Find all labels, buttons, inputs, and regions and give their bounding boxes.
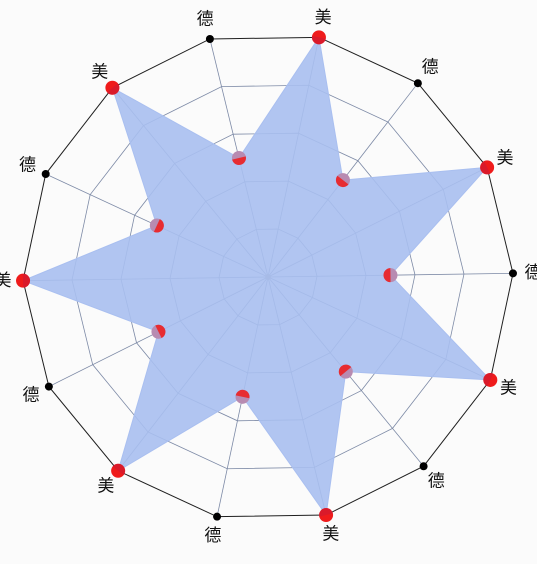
axis-label: 德 bbox=[428, 472, 445, 492]
data-point bbox=[111, 463, 126, 478]
axis-label: 美 bbox=[315, 8, 332, 28]
vertex-dot bbox=[419, 462, 428, 471]
axis-label: 美 bbox=[500, 378, 517, 398]
axis-label: 美 bbox=[91, 62, 108, 82]
data-point bbox=[235, 389, 250, 404]
vertex-dot bbox=[44, 382, 53, 391]
data-point bbox=[149, 218, 164, 233]
axis-label: 美 bbox=[322, 524, 339, 544]
data-point bbox=[231, 150, 246, 165]
axis-label: 德 bbox=[204, 526, 221, 546]
vertex-dot bbox=[413, 79, 422, 88]
data-point bbox=[311, 30, 326, 45]
data-point bbox=[16, 273, 31, 288]
data-point bbox=[480, 160, 495, 175]
axis-label: 美 bbox=[497, 148, 514, 168]
data-point bbox=[335, 173, 350, 188]
data-point bbox=[151, 324, 166, 339]
radar-area-layer bbox=[21, 36, 492, 517]
vertex-dot bbox=[41, 170, 50, 179]
axis-label: 德 bbox=[422, 57, 439, 77]
data-point bbox=[319, 508, 334, 523]
data-point bbox=[105, 80, 120, 95]
axis-label: 德 bbox=[197, 10, 214, 30]
vertex-dot bbox=[205, 34, 214, 43]
axis-label: 美 bbox=[0, 271, 12, 291]
axis-label: 德 bbox=[19, 156, 36, 176]
vertex-dot bbox=[213, 512, 222, 521]
data-point bbox=[338, 364, 353, 379]
axis-label: 德 bbox=[524, 263, 537, 283]
data-point bbox=[483, 372, 498, 387]
data-point bbox=[383, 268, 398, 283]
axis-label: 德 bbox=[22, 386, 39, 406]
radar-marker-layer bbox=[16, 30, 517, 523]
data-area bbox=[21, 36, 492, 517]
vertex-dot bbox=[508, 269, 517, 278]
axis-label: 美 bbox=[97, 477, 114, 497]
